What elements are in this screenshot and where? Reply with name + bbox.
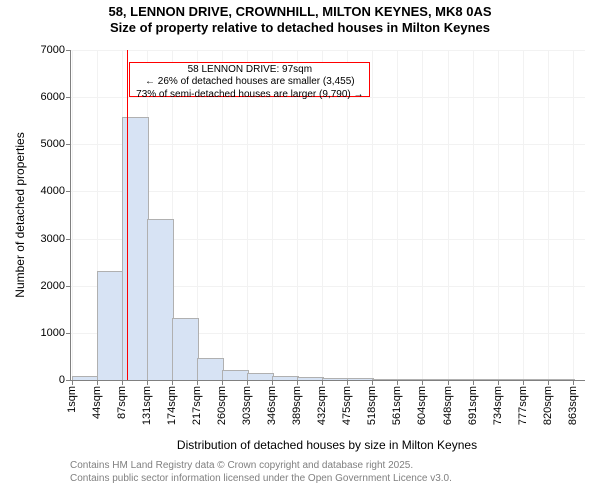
xtick-label: 44sqm (91, 386, 103, 419)
xtick-label: 777sqm (517, 386, 529, 425)
xtick-mark (372, 380, 373, 385)
xtick-mark (422, 380, 423, 385)
gridline-v (473, 50, 474, 380)
chart-title: 58, LENNON DRIVE, CROWNHILL, MILTON KEYN… (0, 0, 600, 37)
histogram-bar (172, 318, 199, 380)
xtick-label: 561sqm (391, 386, 403, 425)
histogram-bar (397, 379, 424, 381)
ytick-label: 3000 (41, 233, 71, 245)
xtick-label: 131sqm (141, 386, 153, 425)
gridline-v (397, 50, 398, 380)
xtick-label: 260sqm (216, 386, 228, 425)
histogram-bar (122, 117, 150, 380)
ytick-label: 0 (59, 374, 71, 386)
xtick-label: 863sqm (567, 386, 579, 425)
xtick-label: 346sqm (266, 386, 278, 425)
xtick-label: 648sqm (442, 386, 454, 425)
xtick-mark (397, 380, 398, 385)
xtick-label: 691sqm (467, 386, 479, 425)
xtick-label: 87sqm (116, 386, 128, 419)
gridline-v (372, 50, 373, 380)
xtick-label: 734sqm (492, 386, 504, 425)
annotation-line: 73% of semi-detached houses are larger (… (136, 89, 363, 102)
histogram-bar (498, 379, 525, 381)
xtick-label: 389sqm (291, 386, 303, 425)
ytick-label: 4000 (41, 185, 71, 197)
xtick-label: 1sqm (66, 386, 78, 413)
xtick-mark (548, 380, 549, 385)
ytick-label: 5000 (41, 138, 71, 150)
histogram-bar (372, 379, 399, 381)
x-axis-label: Distribution of detached houses by size … (177, 438, 477, 452)
footer-line2: Contains public sector information licen… (70, 473, 452, 486)
xtick-label: 475sqm (341, 386, 353, 425)
annotation-line: 58 LENNON DRIVE: 97sqm (136, 64, 363, 77)
xtick-mark (347, 380, 348, 385)
footer-text: Contains HM Land Registry data © Crown c… (70, 460, 452, 485)
ytick-label: 6000 (41, 91, 71, 103)
chart-title-line1: 58, LENNON DRIVE, CROWNHILL, MILTON KEYN… (0, 4, 600, 20)
histogram-bar (197, 358, 224, 380)
xtick-mark (573, 380, 574, 385)
xtick-label: 174sqm (166, 386, 178, 425)
xtick-mark (473, 380, 474, 385)
ytick-label: 2000 (41, 280, 71, 292)
xtick-mark (97, 380, 98, 385)
gridline-v (523, 50, 524, 380)
xtick-mark (172, 380, 173, 385)
gridline-v (448, 50, 449, 380)
ytick-label: 1000 (41, 327, 71, 339)
chart-container: { "title": { "line1": "58, LENNON DRIVE,… (0, 0, 600, 500)
histogram-bar (347, 378, 374, 380)
histogram-bar (473, 379, 500, 381)
histogram-bar (147, 219, 174, 380)
xtick-mark (523, 380, 524, 385)
xtick-mark (72, 380, 73, 385)
xtick-mark (297, 380, 298, 385)
xtick-label: 303sqm (241, 386, 253, 425)
histogram-bar (97, 271, 124, 380)
xtick-label: 518sqm (366, 386, 378, 425)
footer-line1: Contains HM Land Registry data © Crown c… (70, 460, 452, 473)
xtick-mark (247, 380, 248, 385)
chart-title-line2: Size of property relative to detached ho… (0, 20, 600, 36)
histogram-bar (222, 370, 249, 380)
reference-line (127, 50, 128, 380)
xtick-label: 217sqm (191, 386, 203, 425)
gridline-v (548, 50, 549, 380)
histogram-bar (548, 379, 575, 381)
xtick-label: 820sqm (542, 386, 554, 425)
gridline-v (573, 50, 574, 380)
gridline-v (498, 50, 499, 380)
xtick-mark (222, 380, 223, 385)
xtick-mark (448, 380, 449, 385)
histogram-bar (247, 373, 274, 380)
annotation-box: 58 LENNON DRIVE: 97sqm← 26% of detached … (129, 62, 370, 97)
annotation-line: ← 26% of detached houses are smaller (3,… (136, 76, 363, 89)
gridline-v (422, 50, 423, 380)
histogram-bar (322, 378, 349, 380)
gridline-v (72, 50, 73, 380)
y-axis-label: Number of detached properties (13, 132, 27, 297)
histogram-bar (272, 376, 299, 380)
histogram-bar (523, 379, 550, 381)
xtick-mark (272, 380, 273, 385)
xtick-mark (147, 380, 148, 385)
xtick-mark (498, 380, 499, 385)
plot-area: 010002000300040005000600070001sqm44sqm87… (70, 50, 585, 381)
xtick-label: 432sqm (316, 386, 328, 425)
histogram-bar (422, 379, 450, 381)
xtick-mark (322, 380, 323, 385)
xtick-mark (197, 380, 198, 385)
xtick-mark (122, 380, 123, 385)
histogram-bar (448, 379, 475, 381)
ytick-label: 7000 (41, 44, 71, 56)
histogram-bar (297, 377, 324, 380)
xtick-label: 604sqm (416, 386, 428, 425)
histogram-bar (72, 376, 99, 380)
